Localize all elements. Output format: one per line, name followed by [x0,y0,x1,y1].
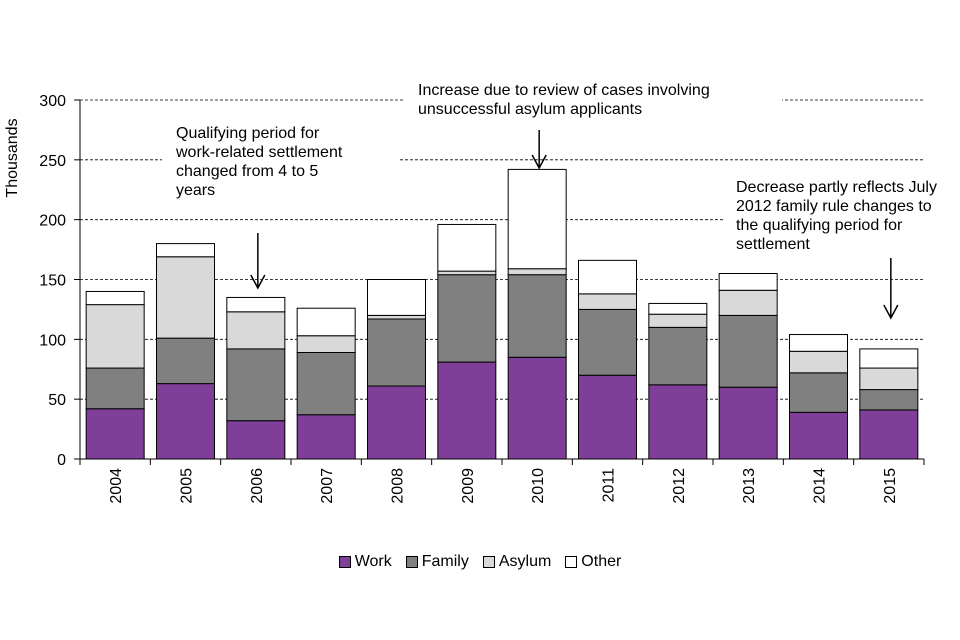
bar-other-2014 [789,334,848,352]
legend-item-other: Other [565,553,621,571]
bar-family-2004 [85,367,145,410]
bar-asylum-2010 [507,268,567,276]
bar-family-2011 [578,308,637,376]
legend-item-family: Family [405,553,469,571]
bar-asylum-2006 [226,311,286,350]
bar-work-2015 [859,409,919,460]
legend-label-family: Family [421,553,469,570]
bar-asylum-2011 [578,293,637,310]
bar-family-2014 [789,372,848,413]
y-tick-label-200: 200 [39,213,66,230]
x-tick-label-2007: 2007 [319,468,336,504]
bar-other-2007 [296,307,356,337]
bar-other-2013 [718,273,778,291]
bar-work-2012 [648,384,708,460]
legend-swatch-asylum [482,556,495,568]
bar-work-2014 [789,411,848,460]
arrow-2006 [250,233,266,290]
bar-other-2012 [648,302,708,315]
annotation-2015: Decrease partly reflects July 2012 famil… [724,178,960,254]
bar-work-2011 [578,374,637,460]
bar-other-2004 [85,290,145,306]
bar-asylum-2009 [437,270,497,276]
x-tick-label-2012: 2012 [671,468,688,504]
x-tick-label-2011: 2011 [601,468,618,503]
legend-item-work: Work [338,553,392,571]
bar-asylum-2007 [296,335,356,353]
bar-family-2012 [648,326,708,386]
y-tick-label-0: 0 [57,452,66,469]
bar-other-2005 [156,243,215,258]
bar-work-2013 [718,386,778,460]
bar-work-2005 [156,383,215,460]
x-tick-label-2006: 2006 [249,468,266,504]
y-axis-label: Thousands [4,118,21,197]
y-tick-label-50: 50 [48,392,66,409]
x-tick-label-2004: 2004 [108,468,125,504]
bar-work-2006 [226,420,286,460]
legend-label-other: Other [581,553,622,570]
annotation-arrows [250,130,899,320]
bars [85,168,919,460]
x-tick-label-2005: 2005 [179,468,196,504]
bar-work-2004 [85,408,145,460]
bar-other-2015 [859,348,919,369]
legend-swatch-family [405,556,418,568]
y-tick-labels: 0 50 100 150 200 250 300 [39,93,80,469]
bar-family-2009 [437,274,497,363]
bar-asylum-2014 [789,350,848,374]
y-tick-label-250: 250 [39,153,66,170]
x-tick-labels: 2004 2005 2006 2007 2008 2009 2010 2011 2012 2013… [79,459,925,504]
legend-label-asylum: Asylum [498,553,552,570]
bar-asylum-2005 [156,256,215,339]
bar-work-2008 [367,385,426,460]
arrow-2010 [531,130,547,170]
y-tick-label-150: 150 [39,273,66,290]
x-tick-label-2009: 2009 [460,468,477,504]
y-tick-label-300: 300 [39,93,66,110]
x-tick-label-2013: 2013 [741,468,758,504]
bar-asylum-2012 [648,313,708,328]
bar-asylum-2015 [859,367,919,391]
bar-family-2010 [507,274,567,358]
x-tick-label-2008: 2008 [390,468,407,504]
bar-family-2013 [718,314,778,388]
bar-other-2011 [578,259,637,295]
bar-family-2006 [226,348,286,422]
bar-other-2008 [367,279,426,316]
bar-family-2007 [296,351,356,416]
x-tick-label-2015: 2015 [882,468,899,504]
bar-asylum-2008 [367,314,426,320]
bar-family-2015 [859,389,919,411]
bar-family-2008 [367,318,426,387]
annotation-2006: Qualifying period for work-related settl… [162,124,398,200]
bar-asylum-2013 [718,289,778,316]
legend-label-work: Work [354,553,392,570]
legend: Work Family Asylum Other [0,553,960,571]
legend-swatch-other [565,556,578,568]
x-tick-label-2010: 2010 [530,468,547,504]
bar-work-2009 [437,361,497,460]
legend-swatch-work [338,556,351,568]
arrow-2015 [883,258,899,320]
legend-item-asylum: Asylum [482,553,552,571]
annotation-2010: Increase due to review of cases involvin… [403,81,782,119]
bar-other-2006 [226,296,286,313]
bar-asylum-2004 [85,304,145,369]
x-tick-label-2014: 2014 [812,468,829,504]
bar-other-2009 [437,223,497,272]
bar-family-2005 [156,337,215,385]
bar-other-2010 [507,168,567,270]
y-tick-label-100: 100 [39,332,66,349]
bar-work-2007 [296,414,356,460]
bar-work-2010 [507,356,567,460]
